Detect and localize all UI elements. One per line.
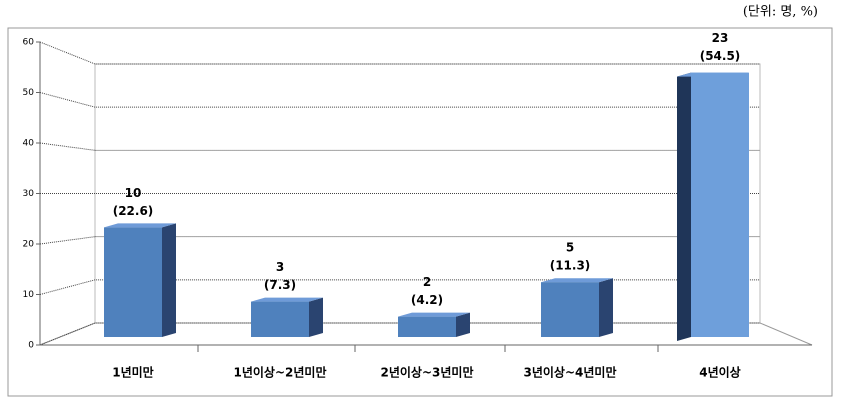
x-tick-label: 1년이상~2년미만 — [234, 365, 327, 380]
bar-side — [677, 72, 691, 342]
y-tick-label: 50 — [23, 88, 35, 98]
bar — [541, 282, 599, 337]
count-label: 5 — [566, 241, 574, 255]
bar — [691, 72, 749, 338]
count-label: 23 — [712, 31, 729, 45]
count-label: 3 — [276, 260, 284, 274]
grid-line — [39, 322, 760, 346]
bar-side — [599, 278, 613, 337]
y-tick-label: 10 — [23, 290, 35, 300]
grid-line — [39, 41, 760, 65]
bar-side — [162, 223, 176, 337]
grid-line — [39, 236, 760, 245]
grid-line — [39, 142, 760, 151]
value-label: (54.5) — [700, 49, 741, 63]
grid-line — [39, 279, 760, 295]
bar-side — [309, 297, 323, 337]
x-tick-label: 4년이상 — [699, 365, 740, 380]
x-tick-label: 1년미만 — [112, 365, 153, 380]
value-label: (7.3) — [264, 278, 296, 292]
x-tick-label: 2년이상~3년미만 — [381, 365, 474, 380]
unit-note: (단위: 명, %) — [743, 5, 818, 20]
y-tick-label: 20 — [23, 240, 35, 250]
x-tick-label: 3년이상~4년미만 — [524, 365, 617, 380]
bar-top — [398, 312, 470, 317]
y-tick-label: 0 — [28, 341, 34, 351]
grid-line — [39, 92, 760, 108]
bar-top — [251, 297, 323, 302]
bar-top — [104, 223, 176, 228]
bar — [251, 301, 309, 337]
count-label: 2 — [423, 275, 431, 289]
value-label: (22.6) — [113, 204, 154, 218]
y-tick-label: 30 — [23, 189, 35, 199]
bar-side — [456, 312, 470, 337]
bar-top — [541, 278, 613, 283]
count-label: 10 — [125, 186, 142, 200]
bar — [398, 316, 456, 337]
bar — [104, 227, 162, 337]
y-tick-label: 40 — [23, 139, 35, 149]
y-tick-label: 60 — [23, 38, 35, 48]
value-label: (11.3) — [550, 259, 591, 273]
value-label: (4.2) — [411, 293, 443, 307]
